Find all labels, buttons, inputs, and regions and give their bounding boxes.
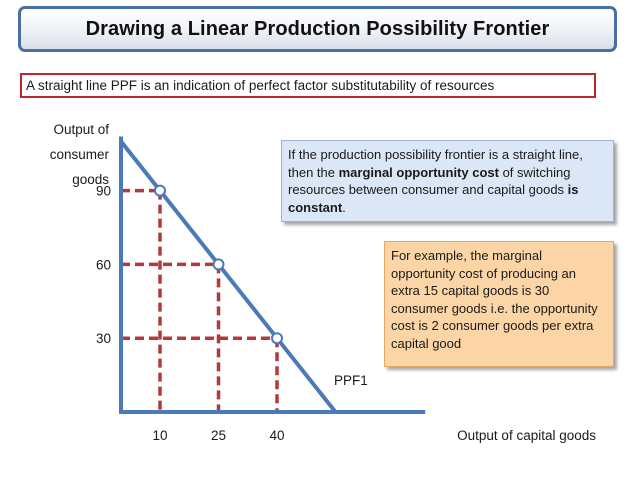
series-label-ppf1: PPF1 xyxy=(334,373,368,388)
note-blue-bold-2: is constant xyxy=(288,182,579,215)
x-tick-label-2: 25 xyxy=(211,428,226,443)
axis-labels: Output of consumer goods Output of capit… xyxy=(50,122,597,443)
y-axis-label-line-1: Output of xyxy=(53,122,109,137)
marginal-cost-note: If the production possibility frontier i… xyxy=(281,140,614,222)
y-tick-label-3: 90 xyxy=(96,184,111,199)
y-axis-label-line-2: consumer xyxy=(50,147,110,162)
note-orange-text: For example, the marginal opportunity co… xyxy=(391,248,598,351)
y-tick-label-2: 60 xyxy=(96,257,111,272)
x-axis-label: Output of capital goods xyxy=(457,428,596,443)
y-axis-label-line-3: goods xyxy=(72,172,109,187)
ppf-point-1 xyxy=(154,184,166,197)
ppf-point-2 xyxy=(212,258,225,271)
tick-labels: 10 25 40 30 60 90 xyxy=(96,184,285,443)
page-title: Drawing a Linear Production Possibility … xyxy=(85,17,550,40)
guide-lines xyxy=(121,188,279,412)
note-blue-text-3: . xyxy=(342,199,346,215)
note-blue-text-1: If the production possibility frontier i… xyxy=(288,147,583,180)
ppf-point-3 xyxy=(271,332,283,345)
example-note: For example, the marginal opportunity co… xyxy=(384,241,614,367)
subtitle-box: A straight line PPF is an indication of … xyxy=(20,73,596,98)
subtitle-text: A straight line PPF is an indication of … xyxy=(26,78,495,93)
note-blue-bold-1: marginal opportunity cost xyxy=(338,164,499,180)
note-blue-text-2: of switching resources between consumer … xyxy=(288,164,571,198)
chart-points xyxy=(154,184,283,345)
title-box: Drawing a Linear Production Possibility … xyxy=(18,6,617,52)
chart-axes xyxy=(119,136,426,414)
y-tick-label-1: 30 xyxy=(96,331,111,346)
x-tick-label-1: 10 xyxy=(152,428,167,443)
x-tick-label-3: 40 xyxy=(269,428,284,443)
